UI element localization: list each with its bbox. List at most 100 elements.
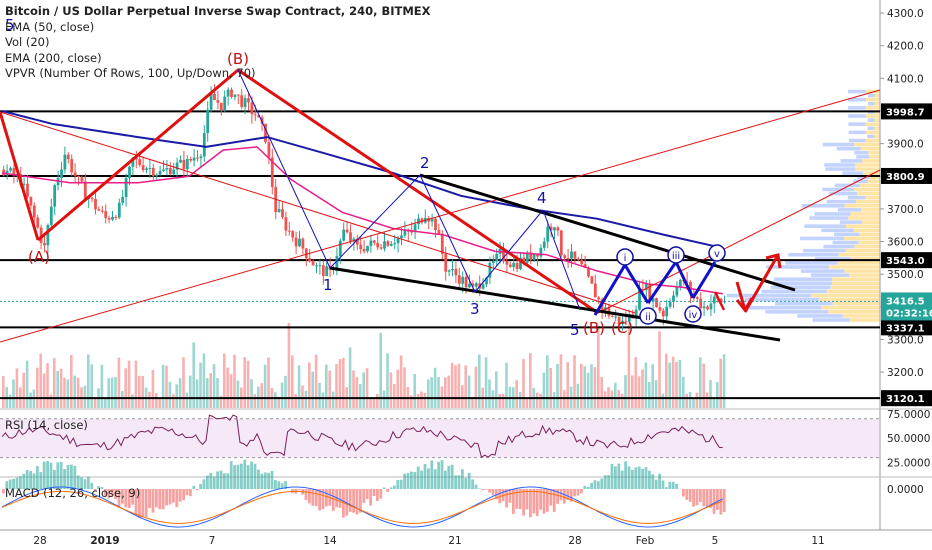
- macd-histogram-bar: [178, 489, 182, 502]
- wave-4-leg: [474, 209, 544, 293]
- volume-bar: [189, 375, 192, 408]
- volume-bar: [576, 383, 580, 408]
- macd-histogram-bar: [593, 480, 597, 489]
- candle-body: [495, 253, 499, 262]
- vpvr-bar-up: [867, 118, 875, 122]
- vpvr-bar-down: [861, 220, 880, 224]
- candle-body: [396, 238, 400, 244]
- macd-histogram-bar: [100, 486, 104, 489]
- level-price-tag: 3120.1: [886, 394, 925, 405]
- candle-body: [512, 262, 516, 268]
- macd-histogram-bar: [185, 489, 189, 496]
- volume-bar: [199, 362, 202, 408]
- vpvr-bar-up: [848, 130, 866, 135]
- volume-bar: [461, 385, 464, 408]
- vpvr-bar-down: [865, 195, 880, 200]
- macd-histogram-bar: [216, 471, 219, 489]
- vpvr-bar-up: [834, 232, 860, 237]
- candle-body: [209, 93, 213, 110]
- macd-histogram-bar: [148, 489, 151, 509]
- candle-body: [301, 238, 305, 249]
- wave-3-leg: [419, 174, 476, 293]
- vpvr-bar-down: [828, 310, 880, 314]
- candle-body: [675, 287, 679, 296]
- candle-body: [281, 209, 284, 218]
- candle-body: [236, 94, 240, 96]
- candle-body: [243, 98, 247, 108]
- vpvr-bar-down: [865, 106, 880, 110]
- volume-bar: [369, 397, 372, 408]
- vpvr-bar-down: [874, 102, 880, 106]
- volume-bar: [722, 354, 726, 408]
- volume-bar: [321, 392, 325, 408]
- macd-histogram-bar: [712, 489, 716, 514]
- candle-body: [430, 218, 434, 222]
- candle-body: [539, 247, 543, 257]
- volume-bar: [597, 327, 600, 408]
- macd-histogram-bar: [76, 475, 80, 489]
- candle-body: [383, 241, 386, 249]
- macd-histogram-bar: [641, 468, 644, 489]
- candle-body: [345, 229, 349, 233]
- volume-bar: [93, 396, 97, 408]
- candle-body: [553, 227, 556, 231]
- candle-body: [240, 95, 244, 108]
- macd-histogram-bar: [73, 465, 77, 489]
- volume-bar: [107, 378, 110, 408]
- macd-histogram-bar: [311, 489, 315, 506]
- time-tick-label: 5: [712, 535, 719, 547]
- candle-body: [566, 258, 570, 260]
- macd-histogram-bar: [321, 489, 325, 510]
- volume-bar: [430, 377, 433, 408]
- macd-histogram-bar: [267, 472, 270, 489]
- macd-histogram-bar: [474, 484, 478, 489]
- level-price-tag: 3800.9: [886, 172, 925, 183]
- volume-bar: [450, 362, 454, 408]
- candle-body: [661, 310, 665, 317]
- vpvr-bar-up: [840, 159, 863, 163]
- vpvr-bar-up: [848, 138, 867, 143]
- macd-histogram-bar: [481, 489, 485, 491]
- candle-body: [175, 162, 179, 170]
- volume-bar: [195, 379, 199, 408]
- volume-bar: [151, 369, 155, 408]
- macd-histogram-bar: [19, 476, 22, 489]
- candle-body: [97, 209, 101, 211]
- macd-histogram-bar: [318, 489, 321, 511]
- volume-bar: [178, 378, 182, 408]
- volume-bar: [192, 342, 195, 408]
- volume-bar: [216, 378, 219, 408]
- volume-bar: [641, 369, 644, 408]
- candle-body: [648, 283, 652, 302]
- volume-bar: [73, 375, 76, 408]
- candle-body: [325, 266, 329, 277]
- macd-histogram-bar: [270, 470, 274, 489]
- macd-histogram-bar: [454, 475, 457, 489]
- candle-body: [100, 210, 104, 212]
- label-wave-2: 2: [420, 154, 430, 172]
- volume-bar: [637, 376, 641, 408]
- macd-histogram-bar: [63, 469, 66, 489]
- price-tick-label: 4200.0: [887, 41, 924, 53]
- macd-histogram-bar: [518, 489, 522, 510]
- macd-histogram-bar: [665, 487, 668, 489]
- macd-histogram-bar: [478, 488, 481, 489]
- vpvr-bar-up: [826, 199, 856, 204]
- macd-histogram-bar: [580, 489, 583, 494]
- vpvr-bar-up: [773, 277, 833, 282]
- macd-histogram-bar: [253, 463, 257, 489]
- candle-body: [393, 243, 397, 245]
- macd-histogram-bar: [121, 489, 124, 504]
- candle-body: [185, 158, 189, 170]
- macd-histogram-bar: [212, 476, 216, 489]
- candle-body: [372, 240, 376, 243]
- volume-bar: [559, 354, 563, 408]
- label-subwave-i: i: [624, 253, 627, 264]
- label-subwave-iii-circle: [667, 246, 685, 264]
- vpvr-bar-down: [848, 216, 880, 220]
- macd-histogram-bar: [365, 489, 369, 500]
- volume-bar: [376, 394, 379, 408]
- macd-histogram-bar: [168, 489, 172, 505]
- level-price-tag-bg: [881, 167, 932, 184]
